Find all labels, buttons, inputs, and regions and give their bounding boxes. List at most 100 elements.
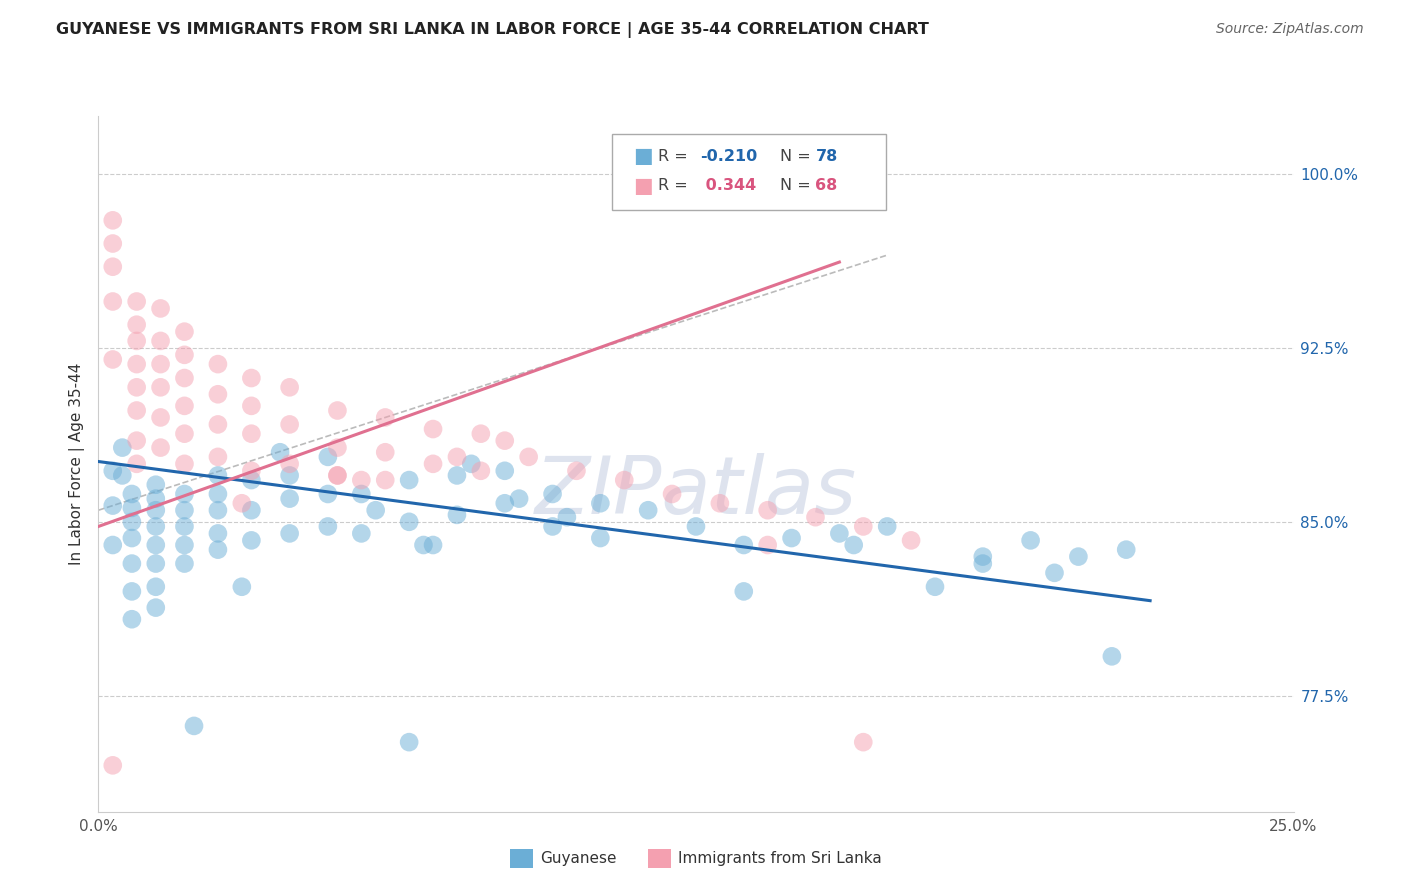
Point [326, 468, 349, 483]
Point [173, 457, 195, 471]
Point [145, 477, 167, 491]
Point [173, 399, 195, 413]
Point [517, 450, 540, 464]
Point [470, 464, 492, 478]
Point [121, 487, 143, 501]
Point [494, 434, 516, 448]
Point [852, 519, 875, 533]
Point [422, 422, 444, 436]
Point [828, 526, 851, 541]
Point [240, 503, 263, 517]
Point [149, 301, 172, 316]
Point [589, 496, 612, 510]
Point [173, 487, 195, 501]
Point [685, 519, 707, 533]
Point [364, 503, 387, 517]
Point [412, 538, 434, 552]
Point [350, 526, 373, 541]
Point [125, 380, 148, 394]
Point [278, 457, 301, 471]
Point [125, 318, 148, 332]
Point [121, 531, 143, 545]
Point [173, 325, 195, 339]
Point [924, 580, 946, 594]
Point [149, 410, 172, 425]
Point [780, 531, 803, 545]
Point [565, 464, 588, 478]
Point [900, 533, 922, 548]
Point [1101, 649, 1123, 664]
Point [145, 557, 167, 571]
Text: N =: N = [780, 178, 817, 193]
Point [494, 496, 516, 510]
Point [240, 533, 263, 548]
Point [446, 468, 468, 483]
Point [446, 508, 468, 522]
Point [231, 496, 253, 510]
Point [460, 457, 482, 471]
Point [709, 496, 731, 510]
Point [613, 473, 636, 487]
Point [145, 580, 167, 594]
Point [121, 557, 143, 571]
Legend: Guyanese, Immigrants from Sri Lanka: Guyanese, Immigrants from Sri Lanka [503, 843, 889, 873]
Point [173, 557, 195, 571]
Text: N =: N = [780, 149, 817, 163]
Point [121, 500, 143, 515]
Point [852, 735, 875, 749]
Point [422, 457, 444, 471]
Text: 0.344: 0.344 [700, 178, 756, 193]
Point [240, 464, 263, 478]
Point [240, 426, 263, 441]
Text: -0.210: -0.210 [700, 149, 758, 163]
Point [207, 503, 229, 517]
Point [145, 538, 167, 552]
Point [149, 441, 172, 455]
Point [326, 403, 349, 417]
Text: 68: 68 [815, 178, 838, 193]
Point [173, 426, 195, 441]
Point [278, 417, 301, 432]
Point [508, 491, 530, 506]
Point [470, 426, 492, 441]
Point [173, 519, 195, 533]
Point [101, 464, 124, 478]
Point [101, 758, 124, 772]
Point [145, 519, 167, 533]
Point [207, 357, 229, 371]
Point [145, 491, 167, 506]
Point [278, 468, 301, 483]
Point [207, 468, 229, 483]
Point [149, 380, 172, 394]
Point [398, 473, 420, 487]
Point [374, 445, 396, 459]
Point [278, 380, 301, 394]
Point [101, 236, 124, 251]
Point [125, 434, 148, 448]
Text: R =: R = [658, 149, 693, 163]
Point [374, 473, 396, 487]
Point [125, 294, 148, 309]
Point [231, 580, 253, 594]
Point [207, 487, 229, 501]
Point [733, 538, 755, 552]
Point [541, 487, 564, 501]
Point [374, 410, 396, 425]
Point [183, 719, 205, 733]
Point [240, 473, 263, 487]
Point [101, 260, 124, 274]
Point [207, 387, 229, 401]
Text: ZIPatlas: ZIPatlas [534, 452, 858, 531]
Point [350, 473, 373, 487]
Point [207, 450, 229, 464]
Point [756, 503, 779, 517]
Text: ■: ■ [633, 176, 652, 195]
Y-axis label: In Labor Force | Age 35-44: In Labor Force | Age 35-44 [69, 363, 84, 565]
Point [876, 519, 898, 533]
Point [804, 510, 827, 524]
Point [173, 503, 195, 517]
Point [173, 371, 195, 385]
Text: GUYANESE VS IMMIGRANTS FROM SRI LANKA IN LABOR FORCE | AGE 35-44 CORRELATION CHA: GUYANESE VS IMMIGRANTS FROM SRI LANKA IN… [56, 22, 929, 38]
Point [145, 600, 167, 615]
Point [145, 503, 167, 517]
